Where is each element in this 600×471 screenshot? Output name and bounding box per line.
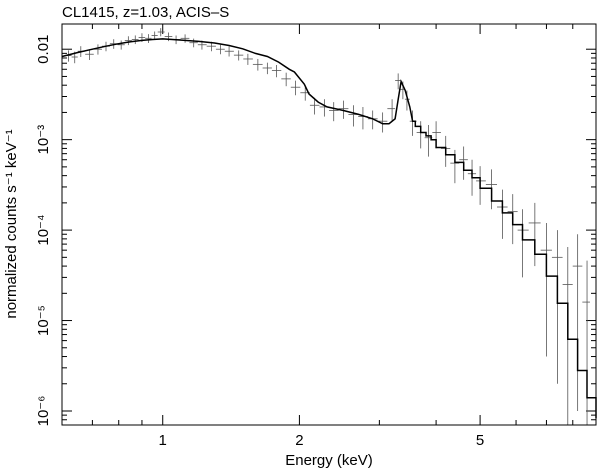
- data-point: [180, 34, 190, 43]
- data-point: [131, 35, 139, 45]
- data-point: [85, 49, 94, 60]
- data-point: [395, 73, 401, 90]
- y-axis-label: normalized counts s⁻¹ keV⁻¹: [3, 129, 20, 318]
- tick-labels: 1 2 5 10⁻⁶ 10⁻⁵ 10⁻⁴ 10⁻³ 0.01: [35, 35, 484, 449]
- y-tick-label: 10⁻⁶: [35, 396, 52, 427]
- data-point: [224, 46, 234, 57]
- x-tick-label: 5: [476, 432, 484, 449]
- data-point: [233, 50, 244, 61]
- data-point: [424, 125, 433, 157]
- data-point: [377, 112, 388, 133]
- y-tick-label: 0.01: [35, 35, 52, 64]
- data-point: [281, 72, 291, 87]
- data-point: [124, 36, 132, 46]
- data-point: [551, 230, 563, 384]
- data-point: [157, 28, 165, 37]
- data-point: [497, 189, 508, 239]
- data-point: [338, 100, 349, 119]
- data-point: [329, 102, 339, 122]
- chart-title: CL1415, z=1.03, ACIS–S: [62, 4, 229, 21]
- data-point: [528, 202, 541, 267]
- data-point: [117, 40, 125, 50]
- data-point: [151, 31, 158, 40]
- data-point: [271, 64, 282, 78]
- plot-frame: [61, 23, 597, 426]
- data-point: [517, 209, 529, 278]
- x-tick-label: 1: [159, 432, 167, 449]
- y-tick-label: 10⁻⁵: [35, 305, 52, 336]
- x-tick-label: 2: [295, 432, 303, 449]
- data-points: [65, 28, 590, 425]
- data-point: [416, 121, 425, 149]
- data-point: [243, 53, 253, 65]
- x-axis-label: Energy (keV): [285, 452, 373, 469]
- data-point: [387, 99, 396, 122]
- data-point: [319, 99, 330, 117]
- data-point: [145, 34, 152, 44]
- data-point: [572, 234, 583, 411]
- model-curve: [61, 38, 597, 419]
- data-point: [93, 44, 102, 55]
- data-point: [215, 44, 225, 55]
- y-tick-label: 10⁻⁴: [35, 215, 52, 246]
- data-point: [189, 38, 198, 48]
- data-point: [290, 80, 301, 96]
- data-point: [262, 62, 272, 75]
- y-tick-label: 10⁻³: [35, 125, 52, 155]
- data-point: [540, 222, 552, 357]
- data-point: [348, 105, 359, 127]
- data-point: [582, 260, 590, 425]
- data-point: [309, 97, 320, 115]
- data-point: [476, 166, 486, 205]
- data-point: [358, 106, 368, 130]
- data-point: [252, 58, 263, 71]
